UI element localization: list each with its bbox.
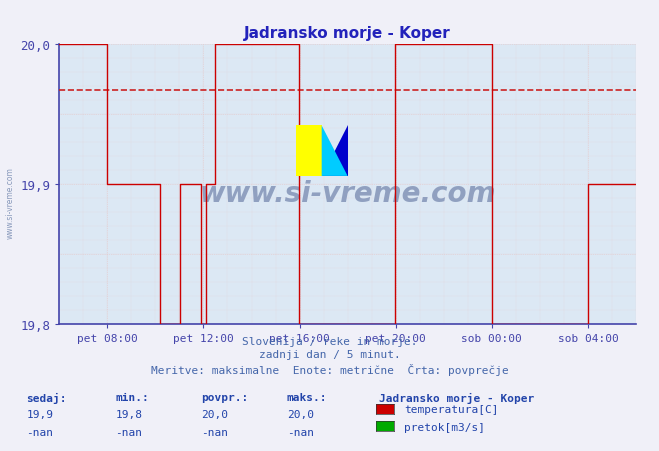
Text: www.si-vreme.com: www.si-vreme.com [200, 179, 496, 207]
Polygon shape [322, 126, 348, 176]
Text: 19,8: 19,8 [115, 410, 142, 419]
Polygon shape [322, 126, 348, 176]
Text: min.:: min.: [115, 392, 149, 402]
Bar [296, 126, 322, 176]
Text: -nan: -nan [115, 427, 142, 437]
Text: 20,0: 20,0 [287, 410, 314, 419]
Text: temperatura[C]: temperatura[C] [404, 405, 498, 414]
Text: -nan: -nan [201, 427, 228, 437]
Title: Jadransko morje - Koper: Jadransko morje - Koper [244, 26, 451, 41]
Text: povpr.:: povpr.: [201, 392, 248, 402]
Text: maks.:: maks.: [287, 392, 327, 402]
Text: Jadransko morje - Koper: Jadransko morje - Koper [379, 392, 534, 403]
Text: Meritve: maksimalne  Enote: metrične  Črta: povprečje: Meritve: maksimalne Enote: metrične Črta… [151, 363, 508, 375]
Text: sedaj:: sedaj: [26, 392, 67, 403]
Text: -nan: -nan [26, 427, 53, 437]
Text: 20,0: 20,0 [201, 410, 228, 419]
Text: 19,9: 19,9 [26, 410, 53, 419]
Text: zadnji dan / 5 minut.: zadnji dan / 5 minut. [258, 350, 401, 359]
Text: www.si-vreme.com: www.si-vreme.com [5, 167, 14, 239]
Text: pretok[m3/s]: pretok[m3/s] [404, 422, 485, 432]
Text: Slovenija / reke in morje.: Slovenija / reke in morje. [242, 336, 417, 346]
Text: -nan: -nan [287, 427, 314, 437]
